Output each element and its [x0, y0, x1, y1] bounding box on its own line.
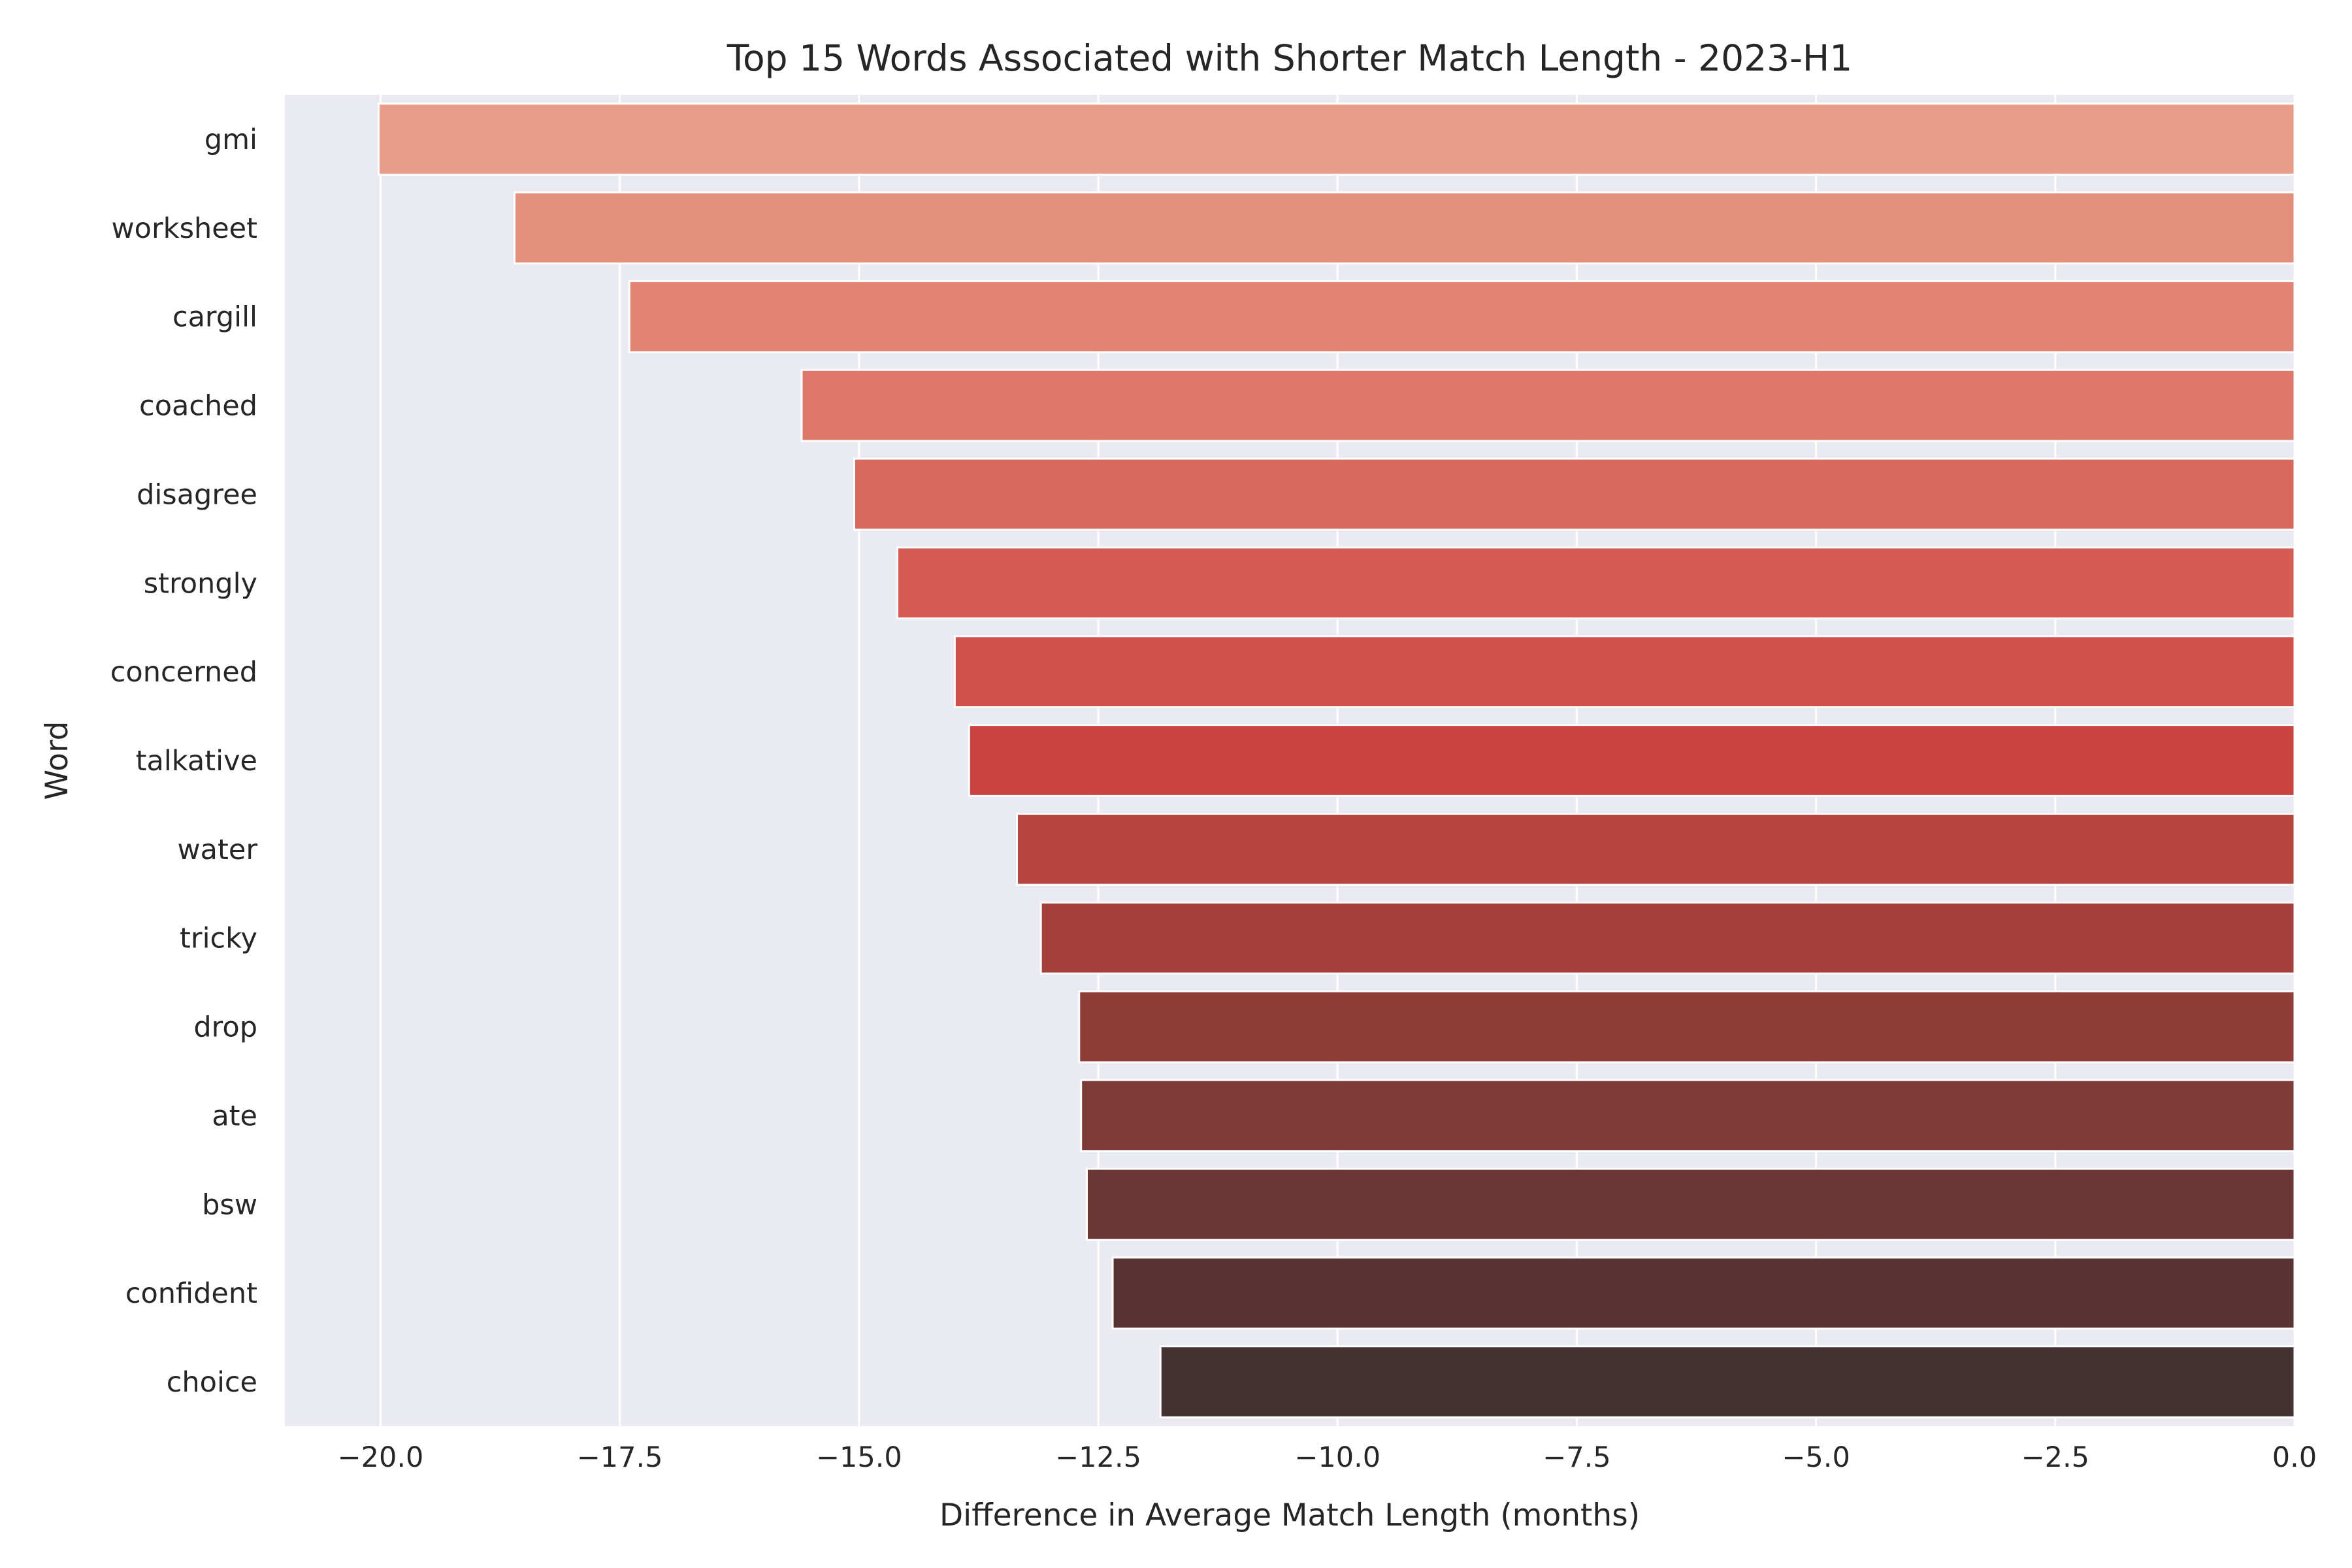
y-tick-label: coached: [139, 390, 257, 423]
bar-concerned: [953, 635, 2296, 708]
bars: [378, 103, 2296, 1418]
y-tick-label: gmi: [204, 123, 257, 156]
bar-coached: [800, 368, 2296, 442]
bar-gmi: [378, 103, 2296, 176]
x-tick-label: −20.0: [338, 1441, 424, 1474]
x-tick-label: −5.0: [1782, 1441, 1850, 1474]
y-tick-label: bsw: [202, 1188, 257, 1221]
y-tick-label: cargill: [172, 301, 257, 334]
bar-worksheet: [514, 191, 2296, 265]
bar-drop: [1078, 990, 2296, 1064]
x-tick-label: −10.0: [1294, 1441, 1380, 1474]
x-tick-labels: −20.0 −17.5 −15.0 −12.5 −10.0 −7.5 −5.0 −2.5 0.0: [338, 1441, 2317, 1474]
x-tick-label: −17.5: [577, 1441, 663, 1474]
bar-disagree: [853, 457, 2296, 531]
x-axis-label: Difference in Average Match Length (mont…: [939, 1497, 1640, 1533]
chart-title: Top 15 Words Associated with Shorter Mat…: [727, 37, 1853, 79]
bar-ate: [1080, 1079, 2296, 1152]
y-tick-label: choice: [167, 1366, 257, 1399]
y-tick-label: strongly: [144, 567, 257, 600]
y-tick-label: ate: [212, 1100, 257, 1132]
y-tick-label: confident: [125, 1277, 257, 1310]
x-tick-label: −2.5: [2021, 1441, 2089, 1474]
bar-tricky: [1039, 901, 2296, 975]
bar-choice: [1159, 1345, 2296, 1418]
x-tick-label: −12.5: [1055, 1441, 1141, 1474]
bar-water: [1016, 813, 2296, 886]
y-tick-label: concerned: [110, 656, 257, 689]
bar-cargill: [628, 280, 2296, 353]
x-tick-label: −7.5: [1543, 1441, 1610, 1474]
y-axis-label: Word: [39, 721, 75, 800]
y-tick-label: worksheet: [112, 212, 257, 245]
bar-confident: [1111, 1256, 2296, 1330]
x-tick-label: −15.0: [816, 1441, 902, 1474]
y-tick-labels: gmi worksheet cargill coached disagree strong…: [110, 123, 258, 1399]
y-tick-label: drop: [193, 1011, 257, 1044]
x-tick-label: 0.0: [2272, 1441, 2317, 1474]
bar-strongly: [896, 546, 2296, 620]
y-tick-label: disagree: [137, 478, 257, 511]
y-tick-label: talkative: [136, 745, 257, 777]
y-tick-label: water: [177, 834, 257, 866]
y-tick-label: tricky: [180, 923, 257, 955]
bar-bsw: [1085, 1168, 2296, 1241]
bar-talkative: [968, 724, 2296, 797]
